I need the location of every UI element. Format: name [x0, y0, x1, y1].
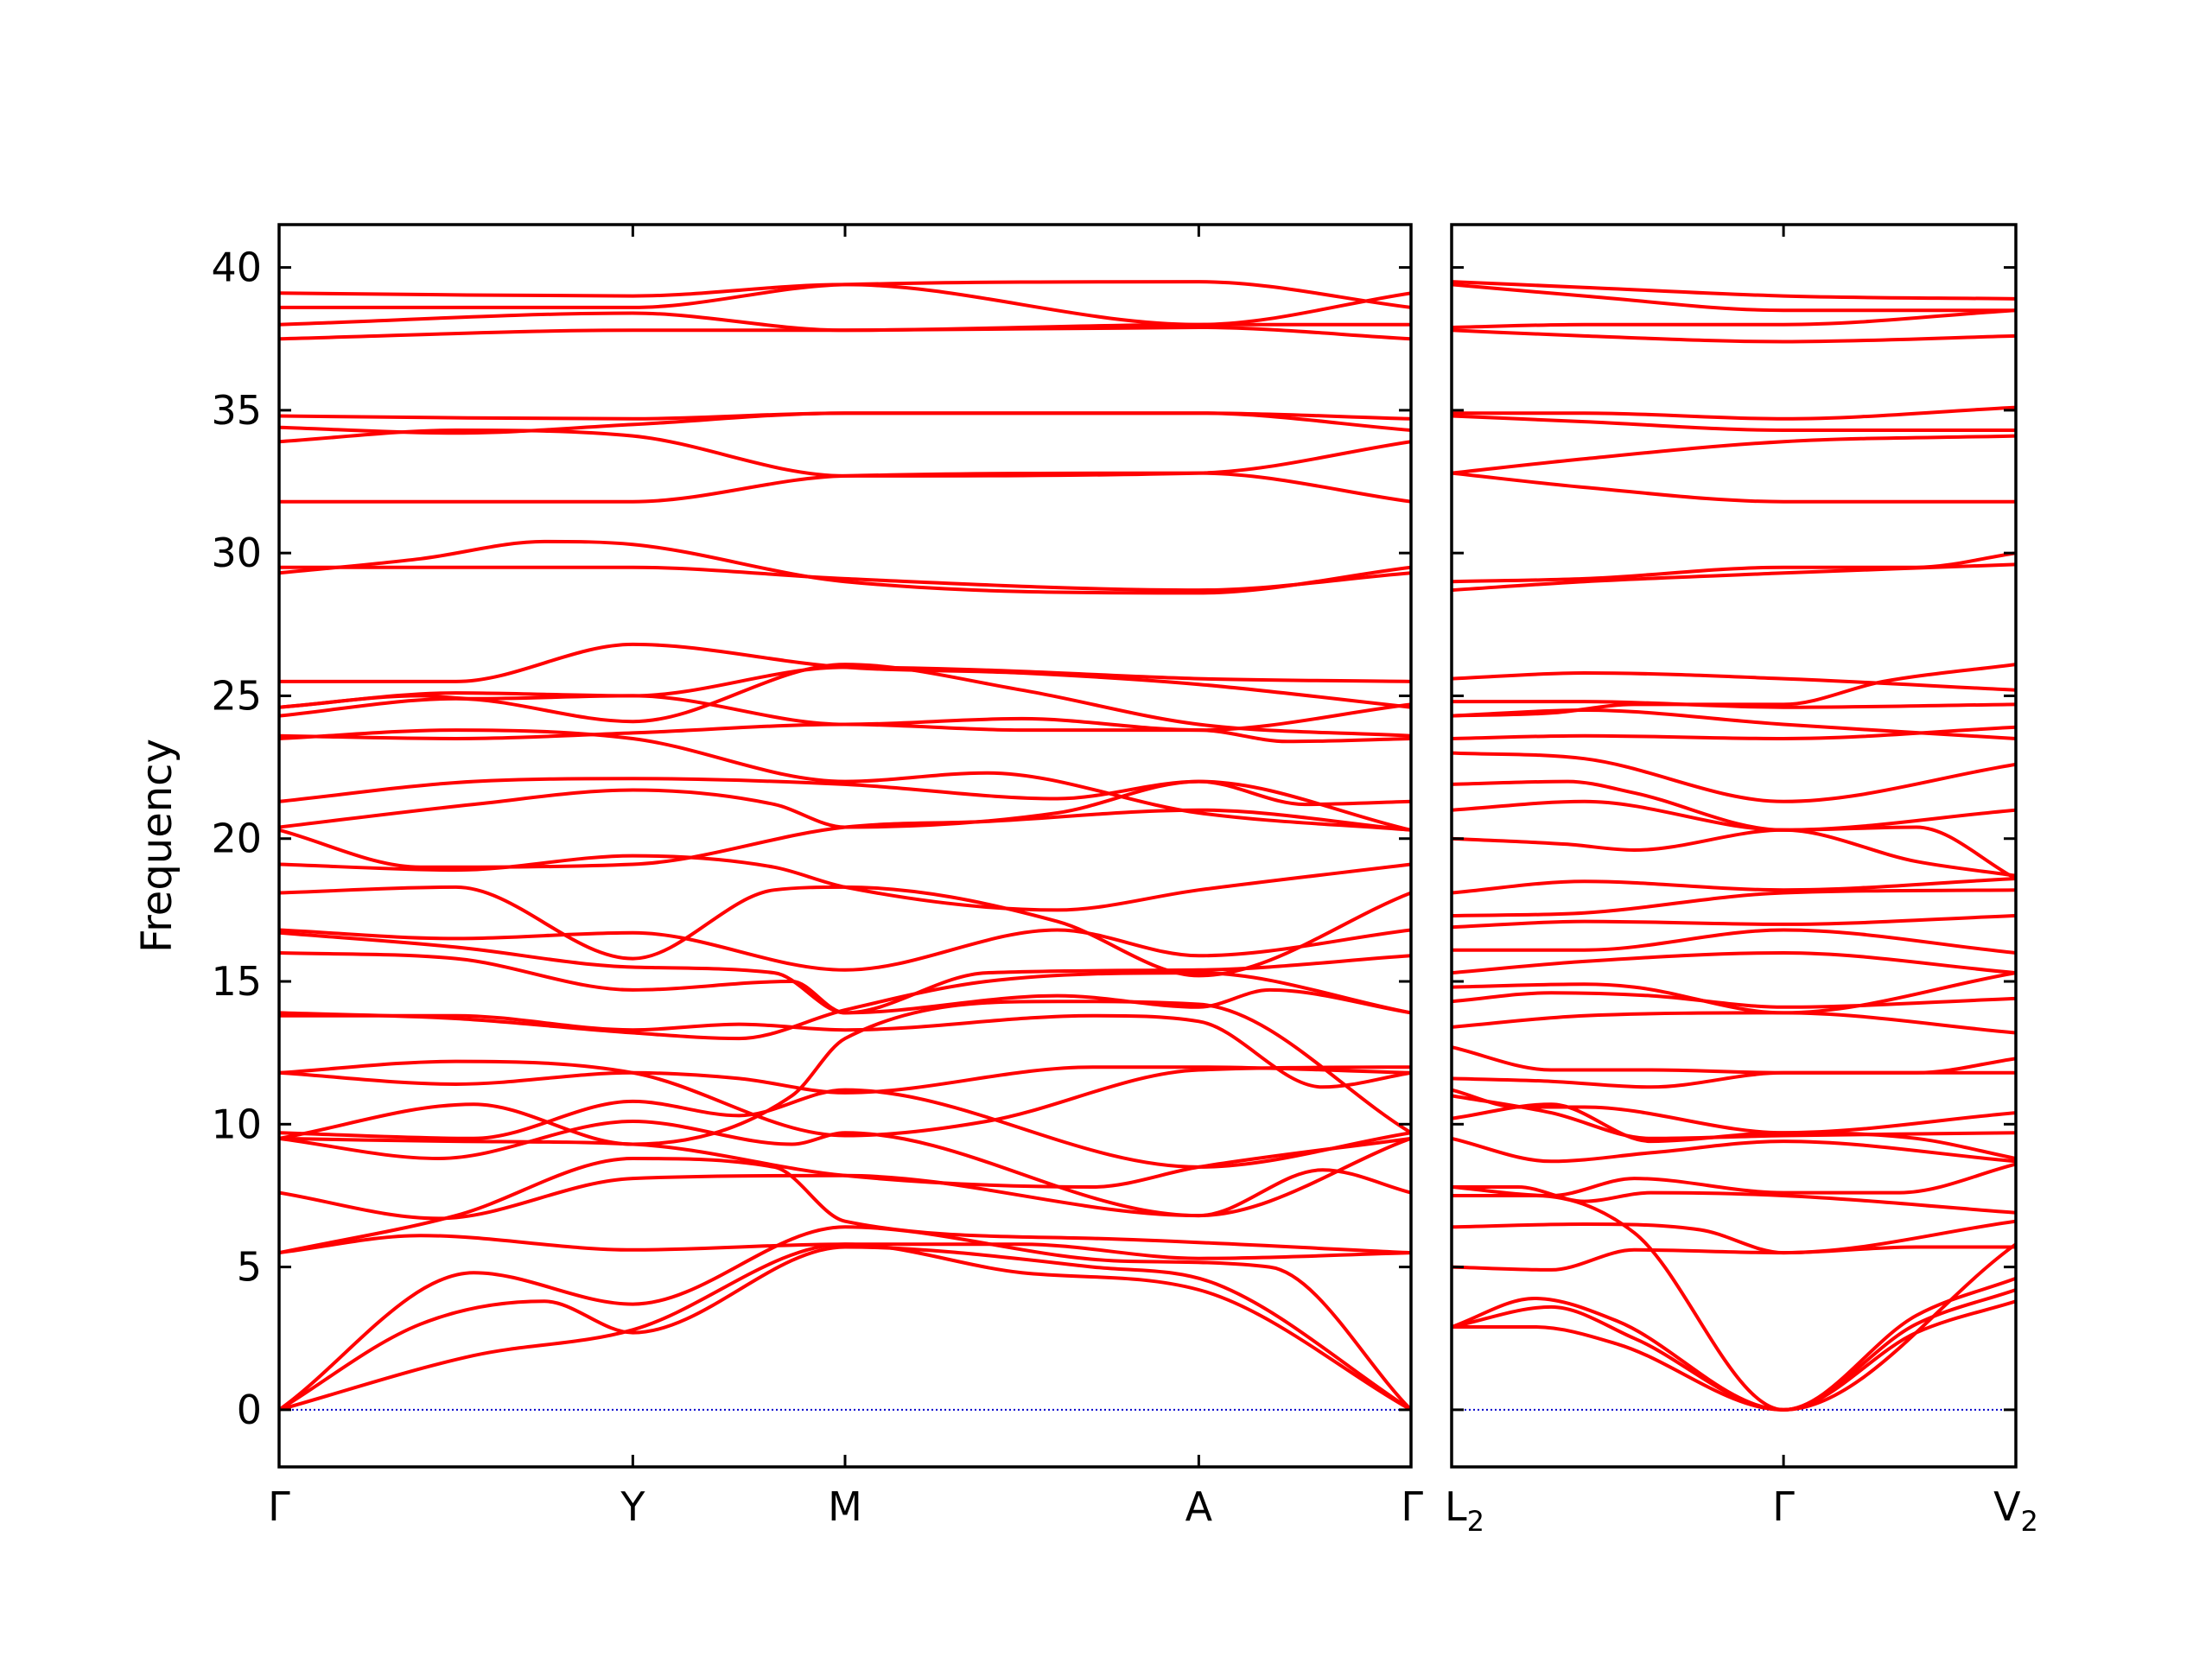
x-tick-label: Γ	[1772, 1483, 1795, 1530]
band-line	[279, 694, 1411, 733]
band-line	[279, 928, 1411, 972]
band-line	[279, 428, 1411, 478]
band-line	[1452, 1094, 2016, 1140]
band-line	[279, 1000, 1411, 1146]
band-line	[1452, 914, 2016, 930]
band-line	[1452, 414, 2016, 433]
band-line	[279, 1234, 1411, 1260]
band-line	[279, 951, 1411, 1015]
band-line	[1452, 991, 2016, 1009]
y-tick-label: 5	[237, 1244, 262, 1291]
band-line	[1452, 1102, 2016, 1160]
band-line	[279, 665, 1411, 709]
band-line	[279, 1136, 1411, 1189]
band-line	[279, 1013, 1411, 1089]
band-line	[1452, 1185, 2016, 1215]
band-line	[1452, 1045, 2016, 1075]
band-line	[1452, 799, 2016, 832]
y-tick-label: 15	[211, 958, 262, 1005]
band-line	[1452, 434, 2016, 475]
band-line	[279, 311, 1411, 333]
band-line	[1452, 971, 2016, 1015]
band-line	[1452, 708, 2016, 740]
band-line	[279, 539, 1411, 595]
band-line	[279, 411, 1411, 421]
band-line	[279, 282, 1411, 327]
x-tick-label: V2	[1993, 1483, 2038, 1538]
band-line	[1452, 308, 2016, 329]
band-line	[1452, 928, 2016, 955]
band-line	[1452, 1276, 2016, 1412]
band-line	[1452, 1088, 2016, 1135]
band-line	[1452, 888, 2016, 917]
y-tick-label: 10	[211, 1101, 262, 1147]
y-axis-label: Frequency	[133, 739, 181, 953]
x-tick-label: M	[828, 1483, 862, 1530]
band-line	[279, 1225, 1411, 1412]
y-tick-label: 0	[237, 1387, 262, 1433]
x-tick-label: Y	[620, 1483, 645, 1530]
y-tick-label: 25	[211, 672, 262, 719]
band-line	[1452, 1299, 2016, 1412]
band-line	[1452, 1162, 2016, 1197]
band-line	[279, 1088, 1411, 1169]
x-tick-label: Γ	[268, 1483, 290, 1530]
band-line	[279, 1157, 1411, 1255]
band-line	[1452, 1193, 2016, 1412]
x-tick-subscript: 2	[1467, 1505, 1484, 1538]
bands-panel-right	[1452, 280, 2016, 1412]
band-line	[1452, 671, 2016, 692]
y-tick-label: 35	[211, 387, 262, 434]
axes-layer	[277, 223, 2018, 1469]
band-line	[1452, 1136, 2016, 1164]
band-line	[1452, 779, 2016, 880]
x-tick-label: A	[1185, 1483, 1213, 1530]
band-line	[1452, 280, 2016, 301]
band-line	[1452, 663, 2016, 718]
band-line	[1452, 828, 2016, 878]
band-line	[1452, 282, 2016, 313]
y-tick-label: 30	[211, 530, 262, 576]
band-line	[1452, 1245, 2016, 1272]
band-line	[1452, 471, 2016, 504]
x-tick-subscript: 2	[2021, 1505, 2038, 1538]
band-line	[1452, 562, 2016, 593]
band-line	[279, 1245, 1411, 1412]
band-line	[1452, 1011, 2016, 1035]
band-line	[1452, 1219, 2016, 1255]
band-line	[1452, 1070, 2016, 1089]
band-line	[1452, 405, 2016, 421]
x-tick-label: L2	[1445, 1483, 1484, 1538]
band-line	[279, 971, 1411, 1041]
band-line	[1452, 751, 2016, 803]
band-line	[279, 728, 1411, 832]
bands-panel-left	[279, 280, 1411, 1412]
plot-frame-right	[1450, 223, 2018, 1469]
band-line	[1452, 877, 2016, 895]
y-tick-label: 20	[211, 816, 262, 862]
band-line	[279, 777, 1411, 807]
band-line	[1452, 951, 2016, 975]
band-line	[279, 1120, 1411, 1218]
band-line	[279, 885, 1411, 978]
band-line	[279, 1242, 1411, 1412]
band-line	[1452, 328, 2016, 344]
band-line	[279, 1059, 1411, 1138]
band-line	[279, 1065, 1411, 1095]
y-tick-label: 40	[211, 244, 262, 291]
band-line	[279, 854, 1411, 912]
plot-frame-left	[277, 223, 1413, 1469]
x-tick-label: Γ	[1401, 1483, 1423, 1530]
band-line	[279, 930, 1411, 1015]
band-line	[279, 565, 1411, 593]
bands-layer	[279, 280, 2016, 1412]
